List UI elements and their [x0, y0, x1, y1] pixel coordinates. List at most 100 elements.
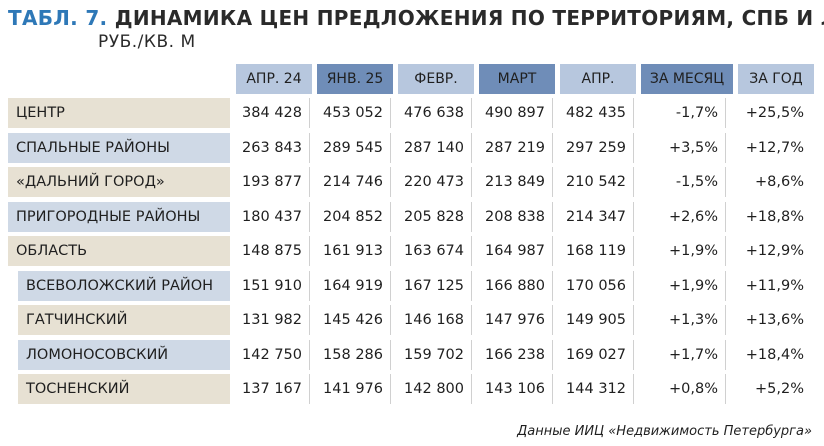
cell-feb: 142 800 [404, 381, 464, 397]
cell-month-change: +1,9% [669, 277, 718, 294]
cell-year-change: +18,4% [745, 346, 804, 363]
table-row: ТОСНЕНСКИЙ 137 167 141 976 142 800 143 106 14… [8, 374, 814, 404]
row-label: ВСЕВОЛОЖСКИЙ РАЙОН [18, 270, 230, 301]
table-row: ПРИГОРОДНЫЕ РАЙОНЫ 180 437 204 852 205 828 2… [8, 201, 814, 232]
column-divider [390, 374, 391, 404]
cell-jan25: 204 852 [323, 208, 383, 225]
column-divider [552, 305, 553, 335]
cell-month-change: +0,8% [669, 381, 718, 397]
column-divider [633, 236, 634, 266]
row-label: ОБЛАСТЬ [8, 236, 230, 266]
column-divider [309, 339, 310, 370]
col-header-apr: АПР. [560, 64, 636, 94]
column-divider [309, 98, 310, 128]
cell-apr24: 151 910 [242, 277, 302, 294]
cell-jan25: 164 919 [323, 277, 383, 294]
cell-month-change: -1,5% [675, 174, 718, 190]
col-header-mar: МАРТ [479, 64, 555, 94]
column-divider [471, 236, 472, 266]
col-header-apr24: АПР. 24 [236, 64, 312, 94]
cell-month-change: -1,7% [675, 105, 718, 121]
column-divider [390, 132, 391, 163]
column-divider [552, 270, 553, 301]
table-row: ГАТЧИНСКИЙ 131 982 145 426 146 168 147 976 14… [8, 305, 814, 335]
cell-apr24: 131 982 [242, 312, 302, 328]
column-divider [725, 339, 726, 370]
column-divider [471, 98, 472, 128]
table-row: ВСЕВОЛОЖСКИЙ РАЙОН 151 910 164 919 167 125 1… [8, 270, 814, 301]
cell-year-change: +13,6% [745, 312, 804, 328]
column-divider [633, 305, 634, 335]
column-divider [471, 201, 472, 232]
column-divider [552, 201, 553, 232]
table-row: ОБЛАСТЬ 148 875 161 913 163 674 164 987 168 1… [8, 236, 814, 266]
cell-mar: 287 219 [485, 139, 545, 156]
column-divider [309, 305, 310, 335]
cell-apr24: 180 437 [242, 208, 302, 225]
cell-year-change: +8,6% [755, 174, 804, 190]
table-unit: РУБ./КВ. М [98, 32, 196, 52]
col-header-jan25: ЯНВ. 25 [317, 64, 393, 94]
column-divider [471, 270, 472, 301]
cell-feb: 205 828 [404, 208, 464, 225]
cell-apr24: 263 843 [242, 139, 302, 156]
column-divider [471, 132, 472, 163]
cell-jan25: 453 052 [323, 105, 383, 121]
column-divider [725, 270, 726, 301]
column-divider [633, 201, 634, 232]
column-divider [552, 167, 553, 197]
cell-feb: 146 168 [404, 312, 464, 328]
cell-mar: 147 976 [485, 312, 545, 328]
cell-apr: 210 542 [566, 174, 626, 190]
row-label: ПРИГОРОДНЫЕ РАЙОНЫ [8, 201, 230, 232]
cell-jan25: 289 545 [323, 139, 383, 156]
cell-feb: 167 125 [404, 277, 464, 294]
column-divider [552, 339, 553, 370]
column-divider [633, 132, 634, 163]
column-divider [309, 167, 310, 197]
column-divider [309, 132, 310, 163]
cell-apr24: 137 167 [242, 381, 302, 397]
column-divider [309, 374, 310, 404]
cell-feb: 163 674 [404, 243, 464, 259]
cell-year-change: +12,7% [745, 139, 804, 156]
table-title: ТАБЛ. 7. ДИНАМИКА ЦЕН ПРЕДЛОЖЕНИЯ ПО ТЕР… [8, 6, 824, 30]
cell-apr: 170 056 [566, 277, 626, 294]
column-divider [725, 98, 726, 128]
cell-jan25: 214 746 [323, 174, 383, 190]
column-divider [471, 374, 472, 404]
row-label: ЦЕНТР [8, 98, 230, 128]
table-number: ТАБЛ. 7. [8, 6, 108, 30]
col-header-feb: ФЕВР. [398, 64, 474, 94]
column-divider [390, 167, 391, 197]
cell-mar: 208 838 [485, 208, 545, 225]
column-divider [390, 305, 391, 335]
cell-apr: 149 905 [566, 312, 626, 328]
cell-feb: 476 638 [404, 105, 464, 121]
cell-year-change: +12,9% [745, 243, 804, 259]
col-header-year: ЗА ГОД [738, 64, 814, 94]
column-divider [725, 305, 726, 335]
cell-apr: 168 119 [566, 243, 626, 259]
column-divider [390, 339, 391, 370]
cell-mar: 164 987 [485, 243, 545, 259]
column-divider [725, 201, 726, 232]
cell-mar: 166 880 [485, 277, 545, 294]
cell-mar: 490 897 [485, 105, 545, 121]
cell-mar: 166 238 [485, 346, 545, 363]
cell-feb: 159 702 [404, 346, 464, 363]
table-row: «ДАЛЬНИЙ ГОРОД» 193 877 214 746 220 473 213 … [8, 167, 814, 197]
cell-month-change: +1,9% [669, 243, 718, 259]
column-divider [309, 236, 310, 266]
column-divider [633, 270, 634, 301]
column-divider [390, 236, 391, 266]
cell-mar: 143 106 [485, 381, 545, 397]
table-row: СПАЛЬНЫЕ РАЙОНЫ 263 843 289 545 287 140 287 … [8, 132, 814, 163]
cell-apr: 169 027 [566, 346, 626, 363]
column-divider [552, 374, 553, 404]
column-divider [633, 167, 634, 197]
cell-apr24: 142 750 [242, 346, 302, 363]
row-label: ЛОМОНОСОВСКИЙ [18, 339, 230, 370]
cell-apr24: 148 875 [242, 243, 302, 259]
cell-apr: 214 347 [566, 208, 626, 225]
